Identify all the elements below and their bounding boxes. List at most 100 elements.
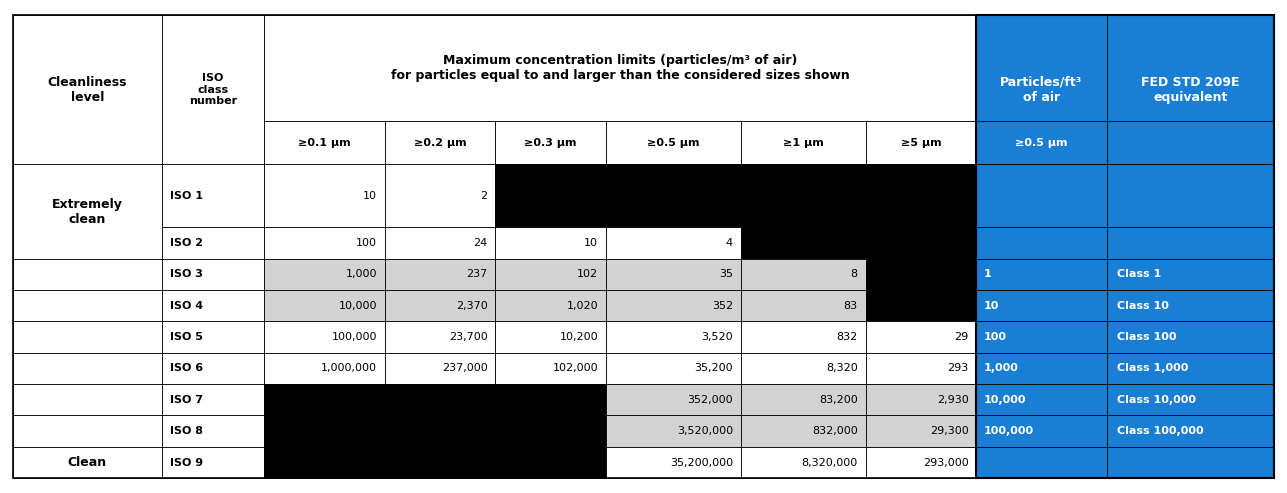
Bar: [606, 121, 741, 165]
Bar: [13, 416, 162, 447]
Bar: [1107, 121, 1274, 165]
Bar: [866, 227, 977, 258]
Text: 10: 10: [584, 238, 598, 248]
Bar: [162, 227, 264, 258]
Text: 237,000: 237,000: [441, 363, 488, 373]
Text: 29: 29: [954, 332, 969, 342]
Text: ISO 4: ISO 4: [170, 301, 202, 311]
Bar: [741, 290, 866, 321]
Bar: [977, 15, 1274, 478]
Text: 293,000: 293,000: [923, 458, 969, 467]
Text: Class 1: Class 1: [1117, 269, 1161, 279]
Bar: [606, 321, 741, 352]
Bar: [162, 321, 264, 352]
Text: ≥5 μm: ≥5 μm: [901, 138, 941, 148]
Bar: [606, 227, 741, 258]
Text: Extremely
clean: Extremely clean: [51, 198, 122, 225]
Text: 102: 102: [577, 269, 598, 279]
Text: 8,320: 8,320: [826, 363, 858, 373]
Bar: [385, 352, 495, 384]
Text: 10: 10: [363, 191, 377, 201]
Bar: [1107, 258, 1274, 290]
Text: 100: 100: [356, 238, 377, 248]
Bar: [977, 121, 1107, 165]
Text: 100,000: 100,000: [331, 332, 377, 342]
Bar: [495, 352, 606, 384]
Text: 1,020: 1,020: [566, 301, 598, 311]
Text: 10: 10: [985, 301, 999, 311]
Bar: [495, 447, 606, 478]
Bar: [264, 384, 385, 416]
Bar: [495, 121, 606, 165]
Bar: [162, 290, 264, 321]
Text: 293: 293: [947, 363, 969, 373]
Bar: [13, 165, 162, 258]
Text: ≥0.5 μm: ≥0.5 μm: [1015, 138, 1068, 148]
Bar: [162, 384, 264, 416]
Text: ISO 3: ISO 3: [170, 269, 202, 279]
Text: 100: 100: [985, 332, 1006, 342]
Bar: [162, 15, 264, 165]
Bar: [1107, 384, 1274, 416]
Bar: [741, 416, 866, 447]
Bar: [741, 447, 866, 478]
Bar: [264, 447, 385, 478]
Bar: [977, 290, 1107, 321]
Bar: [385, 165, 495, 227]
Bar: [1107, 165, 1274, 227]
Text: 102,000: 102,000: [552, 363, 598, 373]
Bar: [495, 258, 606, 290]
Text: Maximum concentration limits (particles/m³ of air)
for particles equal to and la: Maximum concentration limits (particles/…: [391, 54, 849, 82]
Bar: [977, 15, 1107, 165]
Bar: [162, 165, 264, 227]
Text: 2,370: 2,370: [456, 301, 488, 311]
Text: 1,000,000: 1,000,000: [320, 363, 377, 373]
Bar: [13, 290, 162, 321]
Bar: [741, 227, 866, 258]
Text: ISO 2: ISO 2: [170, 238, 202, 248]
Bar: [866, 165, 977, 227]
Bar: [264, 290, 385, 321]
Text: 29,300: 29,300: [929, 426, 969, 436]
Bar: [13, 352, 162, 384]
Bar: [977, 416, 1107, 447]
Text: ISO 1: ISO 1: [170, 191, 202, 201]
Bar: [866, 384, 977, 416]
Bar: [606, 447, 741, 478]
Bar: [495, 165, 606, 227]
Text: 35: 35: [719, 269, 734, 279]
Text: ISO 7: ISO 7: [170, 395, 202, 405]
Bar: [977, 352, 1107, 384]
Bar: [606, 165, 741, 227]
Bar: [385, 290, 495, 321]
Bar: [162, 258, 264, 290]
Text: ≥0.2 μm: ≥0.2 μm: [413, 138, 466, 148]
Text: ISO 8: ISO 8: [170, 426, 202, 436]
Bar: [1107, 321, 1274, 352]
Text: ≥1 μm: ≥1 μm: [782, 138, 824, 148]
Bar: [977, 227, 1107, 258]
Bar: [162, 447, 264, 478]
Text: 1: 1: [985, 269, 992, 279]
Bar: [385, 384, 495, 416]
Text: 832: 832: [837, 332, 858, 342]
Bar: [264, 416, 385, 447]
Text: Class 100,000: Class 100,000: [1117, 426, 1203, 436]
Text: Particles/ft³
of air: Particles/ft³ of air: [1000, 75, 1082, 104]
Text: Class 1,000: Class 1,000: [1117, 363, 1188, 373]
Text: 24: 24: [474, 238, 488, 248]
Text: Cleanliness
level: Cleanliness level: [48, 75, 127, 104]
Bar: [495, 321, 606, 352]
Text: 8: 8: [851, 269, 858, 279]
Text: ≥0.3 μm: ≥0.3 μm: [524, 138, 577, 148]
Bar: [264, 258, 385, 290]
Text: 4: 4: [726, 238, 734, 248]
Text: 10,000: 10,000: [338, 301, 377, 311]
Bar: [741, 258, 866, 290]
Bar: [977, 258, 1107, 290]
Bar: [1107, 290, 1274, 321]
Text: 8,320,000: 8,320,000: [802, 458, 858, 467]
Bar: [977, 165, 1107, 227]
Bar: [866, 447, 977, 478]
Bar: [385, 447, 495, 478]
